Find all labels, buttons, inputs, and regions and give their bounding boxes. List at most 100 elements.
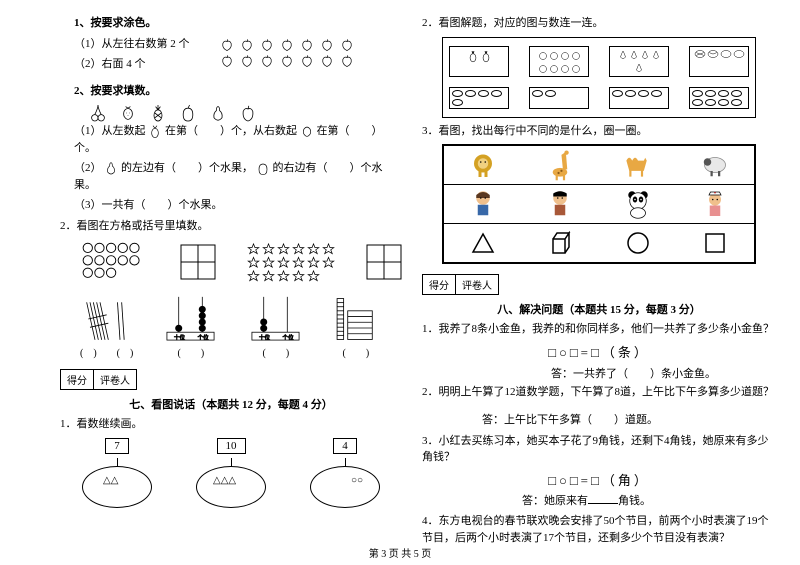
abacus-icon: 十位个位 — [248, 289, 303, 344]
grader-label: 评卷人 — [455, 274, 499, 295]
apple-icon — [280, 38, 294, 52]
q8-1: 1．我养了8条小金鱼，我养的和你同样多，他们一共养了多少条小金鱼？ — [422, 321, 776, 338]
grader-label: 评卷人 — [93, 369, 137, 390]
giraffe-icon — [522, 146, 600, 184]
q2-2-a: （2） — [74, 162, 102, 174]
page-footer: 第 3 页 共 5 页 — [0, 545, 800, 560]
apple-icon — [220, 38, 234, 52]
q1-2: （2）右面 4 个 — [60, 56, 200, 73]
fig-row-2: ( ) ( ) 十位个位 ( ) 十位个位 ( ) ( ) — [80, 289, 402, 359]
animal-grid — [442, 144, 756, 264]
sheep-icon — [677, 146, 755, 184]
blocks-stack-icon — [333, 294, 378, 344]
q8-2: 2．明明上午算了12道数学题，下午算了8道，上午比下午多算多少道题？ — [422, 384, 776, 401]
eq-3: □○□=□（角） — [422, 470, 776, 489]
score-box: 得分 评卷人 — [60, 369, 402, 390]
right-column: 2．看图解题，对应的图与数连一连。 3．看图，找出每行中不同的是什么，圈一圈。 — [422, 15, 776, 550]
boy-icon — [444, 185, 522, 223]
apple-icon — [240, 38, 254, 52]
q2-2-b: 的左边有（ ）个水果， — [121, 162, 253, 174]
score-box-2: 得分 评卷人 — [422, 274, 776, 295]
fig-row-1 — [80, 239, 402, 284]
q2-2: （2） 的左边有（ ）个水果， 的右边有（ ）个水果。 — [60, 160, 402, 193]
apple-icon — [240, 54, 254, 68]
oval: △△ — [82, 466, 152, 508]
nurse-icon — [677, 185, 755, 223]
left-column: 1、按要求涂色。 （1）从左往右数第 2 个 （2）右面 4 个 — [60, 15, 402, 550]
pear-group — [609, 46, 669, 77]
triangle-shapes: △△△ — [213, 475, 236, 486]
section-7-title: 七、看图说话（本题共 12 分，每题 4 分） — [60, 392, 402, 416]
apple-icon — [320, 54, 334, 68]
apple-icon — [320, 38, 334, 52]
cube-shape — [522, 224, 600, 262]
q2-3: （3）一共有（ ）个水果。 — [60, 197, 402, 214]
numbox: 4 — [333, 438, 357, 454]
svg-text:十位: 十位 — [259, 333, 271, 341]
score-label: 得分 — [422, 274, 455, 295]
camel-icon — [599, 146, 677, 184]
lion-icon — [444, 146, 522, 184]
apple-icon — [240, 103, 256, 123]
oval-group-3: 4 ○○ — [310, 438, 380, 508]
man-icon — [522, 185, 600, 223]
apple-icon — [220, 54, 234, 68]
q2-1-a: （1）从左数起 — [74, 125, 146, 137]
r-q3: 3．看图，找出每行中不同的是什么，圈一圈。 — [422, 123, 776, 140]
apple-icon — [340, 38, 354, 52]
apple-row-2 — [220, 54, 354, 68]
fruit-lineup — [90, 103, 256, 123]
ans-2: 答：上午比下午多算（ ）道题。 — [422, 412, 776, 429]
animal-row-2 — [444, 185, 754, 224]
q3: 2．看图在方格或括号里填数。 — [60, 218, 402, 235]
abacus-icon: 十位个位 — [163, 289, 218, 344]
apple-icon — [280, 54, 294, 68]
pineapple-group — [449, 46, 509, 77]
melon-group — [689, 46, 749, 77]
ans-1: 答：一共养了（ ）条小金鱼。 — [422, 365, 776, 381]
apples-group-icon — [80, 239, 150, 284]
q8-3: 3．小红去买练习本，她买本子花了9角钱，还剩下4角钱，她原来有多少角钱？ — [422, 433, 776, 466]
eq-1: □○□=□（条） — [422, 342, 776, 361]
page-container: 1、按要求涂色。 （1）从左往右数第 2 个 （2）右面 4 个 — [0, 0, 800, 555]
apple-icon — [340, 54, 354, 68]
oval-2 — [529, 87, 589, 109]
q2-title: 2、按要求填数。 — [60, 83, 402, 100]
oval-group-2: 10 △△△ — [196, 438, 266, 508]
match-row-2 — [449, 87, 749, 109]
strawberry-icon — [120, 103, 136, 123]
grid-2x2-icon — [366, 244, 402, 280]
sticks-bundle-icon — [80, 294, 130, 344]
grid-2x2-icon — [180, 244, 216, 280]
oval: △△△ — [196, 466, 266, 508]
score-label: 得分 — [60, 369, 93, 390]
peach-icon — [256, 160, 270, 176]
oval-group-1: 7 △△ — [82, 438, 152, 508]
ans-3: 答：她原来有角钱。 — [422, 493, 776, 510]
numbox: 10 — [217, 438, 246, 454]
oval-5 — [449, 87, 509, 109]
match-row-1 — [449, 46, 749, 77]
q2-1-b: 在第（ ）个，从右数起 — [165, 125, 297, 137]
pear-icon — [210, 103, 226, 123]
section-8-title: 八、解决问题（本题共 15 分，每题 3 分） — [422, 297, 776, 321]
pear-icon — [104, 160, 118, 176]
triangle-shape — [444, 224, 522, 262]
numbox: 7 — [105, 438, 129, 454]
oval-groups: 7 △△ 10 △△△ 4 ○○ — [60, 438, 402, 508]
triangle-shapes: △△ — [103, 475, 118, 486]
shape-row — [444, 224, 754, 262]
circle-shape — [599, 224, 677, 262]
apple-row-1 — [220, 38, 354, 52]
ans3-a: 答：她原来有 — [522, 495, 588, 507]
pineapple-icon — [148, 123, 162, 139]
apple-icon — [260, 38, 274, 52]
match-box — [442, 37, 756, 118]
circle-shapes: ○○ — [351, 475, 363, 486]
animal-row-1 — [444, 146, 754, 185]
r-q2: 2．看图解题，对应的图与数连一连。 — [422, 15, 776, 32]
svg-text:十位: 十位 — [174, 333, 186, 341]
q8-4: 4．东方电视台的春节联欢晚会安排了50个节目，前两个小时表演了19个节目，后两个… — [422, 513, 776, 546]
square-shape — [677, 224, 755, 262]
oval-4 — [609, 87, 669, 109]
